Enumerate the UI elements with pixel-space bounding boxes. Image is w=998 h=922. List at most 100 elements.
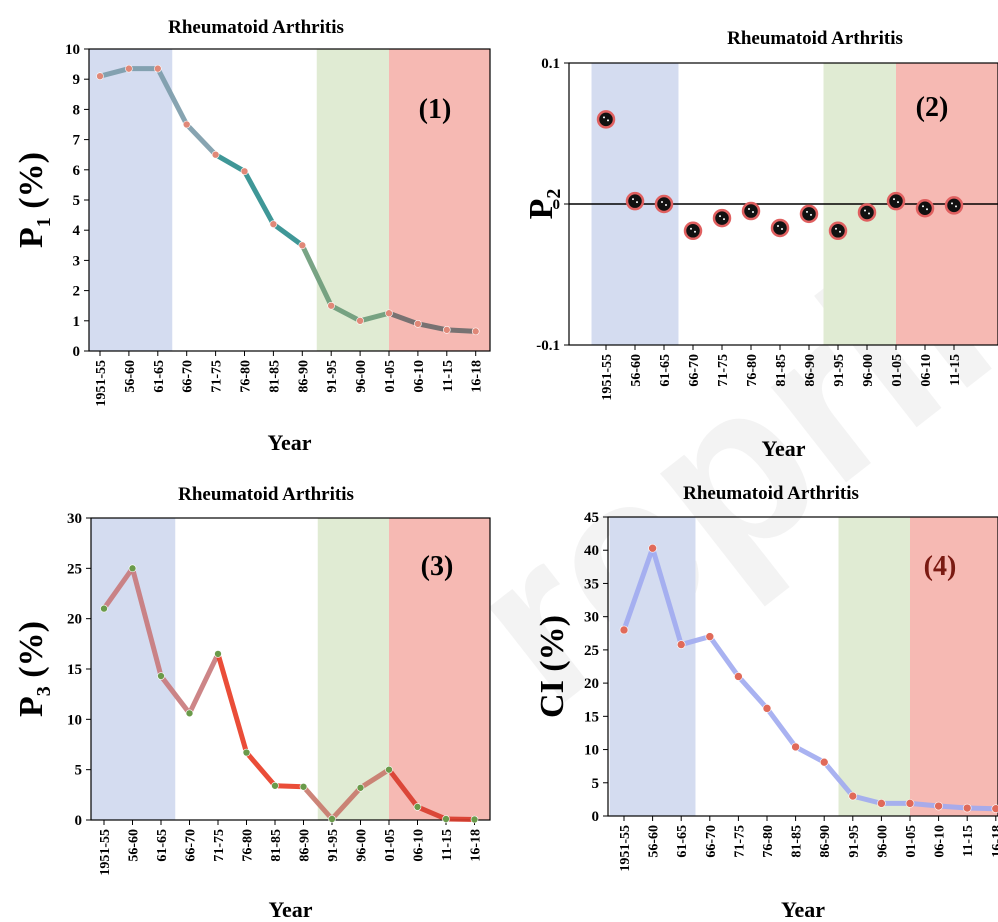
shaded-region (910, 517, 998, 816)
data-point-dot (661, 201, 663, 203)
data-point (683, 221, 703, 241)
data-point (848, 791, 858, 801)
data-point (271, 781, 279, 790)
y-tick-label: 15 (67, 662, 82, 678)
y-tick-label: 0 (553, 197, 561, 213)
x-tick-label: 61-65 (675, 825, 690, 858)
x-tick-label: 1951-55 (618, 825, 633, 872)
series-segment (329, 785, 363, 822)
series-segment (244, 750, 278, 789)
x-tick-label: 91-95 (832, 354, 847, 387)
y-tick-label: 40 (584, 543, 599, 559)
x-tick-label: 11-15 (440, 829, 455, 861)
x-tick-label: 61-65 (152, 360, 167, 393)
y-axis-label-subscript: 2 (543, 189, 565, 199)
chart-title: Rheumatoid Arthritis (683, 483, 859, 504)
chart-title: Rheumatoid Arthritis (727, 28, 903, 49)
data-point (125, 64, 133, 73)
data-point (298, 241, 307, 250)
x-axis-label: Year (269, 897, 313, 922)
series-segment (621, 545, 656, 633)
shaded-region (838, 517, 910, 816)
y-axis-label-unit: (%) (13, 152, 50, 217)
series-segment (443, 816, 477, 822)
x-tick-label: 96-00 (354, 360, 369, 393)
y-tick-label: 0 (75, 813, 83, 829)
shaded-region (609, 517, 696, 816)
shaded-region (91, 518, 176, 820)
data-point (100, 604, 108, 613)
y-tick-label: 4 (73, 223, 81, 239)
x-tick-label: 06-10 (412, 829, 427, 862)
data-point (269, 220, 278, 228)
x-tick-label: 66-70 (184, 829, 199, 862)
y-tick-label: 5 (73, 193, 81, 209)
x-tick-label: 96-00 (861, 354, 876, 387)
y-tick-label: 0 (73, 344, 81, 360)
y-axis-label-subscript: 3 (33, 686, 55, 696)
data-point (991, 804, 998, 813)
y-tick-label: 10 (67, 712, 82, 728)
x-tick-label: 16-18 (470, 360, 485, 393)
data-point-dot (781, 227, 783, 230)
series-segment (678, 634, 713, 648)
data-point (327, 301, 336, 310)
data-point-dot (897, 201, 899, 204)
data-point-dot (719, 215, 721, 218)
y-tick-label: 10 (65, 42, 80, 58)
data-point (648, 543, 657, 553)
chart-title: Rheumatoid Arthritis (178, 484, 354, 505)
data-point-dot (690, 227, 692, 230)
data-point (128, 564, 137, 573)
data-point (654, 194, 674, 214)
x-tick-label: 1951-55 (98, 829, 113, 876)
series-segment (187, 651, 221, 716)
y-axis-label-unit: (%) (534, 615, 571, 680)
data-point (442, 815, 450, 823)
x-tick-label: 16-18 (469, 829, 484, 862)
data-point-dot (777, 224, 779, 227)
series-segment (299, 242, 334, 309)
x-tick-label: 1951-55 (600, 354, 615, 401)
y-tick-label: 30 (67, 511, 82, 527)
data-point-dot (951, 202, 953, 205)
data-point (96, 72, 104, 80)
y-axis-label: P3 (%) (13, 621, 55, 717)
data-point (915, 198, 935, 218)
y-tick-label: 35 (584, 576, 599, 592)
x-tick-label: 66-70 (687, 354, 702, 387)
data-point-dot (694, 230, 696, 233)
series-segment (184, 122, 219, 158)
series-segment (964, 805, 998, 812)
series-segment (907, 800, 942, 809)
series-segment (415, 321, 450, 333)
y-tick-label: 25 (584, 643, 599, 659)
data-point-dot (806, 210, 808, 213)
data-point (385, 309, 393, 318)
panel-label: (1) (419, 94, 452, 125)
x-tick-label: 11-15 (948, 354, 963, 386)
data-point (385, 765, 393, 774)
x-tick-label: 01-05 (890, 354, 905, 387)
data-point (741, 201, 761, 221)
x-tick-label: 66-70 (181, 360, 196, 393)
data-point-dot (810, 213, 812, 216)
data-point (934, 801, 943, 811)
panel-label: (2) (916, 92, 949, 123)
series-segment (242, 168, 276, 227)
y-tick-label: 7 (73, 133, 81, 149)
x-tick-label: 11-15 (961, 825, 976, 857)
series-segment (270, 221, 305, 248)
data-point (242, 748, 251, 757)
x-tick-label: 91-95 (847, 825, 862, 858)
series-segment (444, 327, 479, 334)
data-point (734, 672, 743, 681)
series-segment (97, 66, 132, 79)
x-tick-label: 86-90 (298, 829, 313, 862)
data-point-dot (868, 212, 870, 215)
data-point-dot (922, 205, 924, 208)
data-point (356, 783, 365, 792)
data-point (877, 799, 886, 808)
y-tick-label: 5 (75, 763, 83, 779)
y-axis-label: CI (%) (534, 615, 571, 718)
